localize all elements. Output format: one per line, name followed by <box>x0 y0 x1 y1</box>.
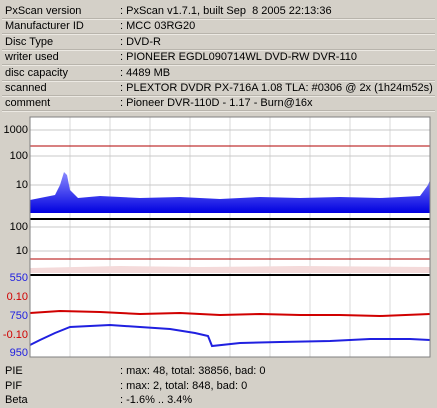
axis-label: 550 <box>10 272 28 284</box>
info-label: comment <box>5 97 51 110</box>
axis-label: 1000 <box>4 124 28 136</box>
axis-label: -0.10 <box>3 329 28 341</box>
row-separator <box>2 79 435 82</box>
row-separator <box>2 64 435 67</box>
info-value: : PxScan v1.7.1, built Sep 8 2005 22:13:… <box>120 5 332 17</box>
stat-label: PIF <box>5 379 23 392</box>
beta-trace <box>29 323 431 348</box>
info-label: scanned <box>5 82 47 94</box>
info-value: : PLEXTOR DVDR PX-716A 1.08 TLA: #0306 @… <box>120 82 433 94</box>
axis-label: 750 <box>10 310 28 322</box>
pif-trace <box>30 266 430 273</box>
row-separator <box>2 18 435 20</box>
info-value: : DVD-R <box>120 35 161 48</box>
axis-label: 100 <box>10 150 28 162</box>
row-separator <box>2 33 435 36</box>
vertical-grid <box>69 117 391 357</box>
info-label: Disc Type <box>5 35 54 48</box>
info-label: Manufacturer ID <box>5 20 84 33</box>
info-value: : Pioneer DVR-110D - 1.17 - Burn@16x <box>120 97 313 110</box>
axis-label: 10 <box>16 245 28 257</box>
row-separator <box>2 110 435 113</box>
info-label: writer used <box>5 51 59 64</box>
stat-label: PIE <box>5 365 23 377</box>
stat-value: : max: 48, total: 38856, bad: 0 <box>120 365 266 377</box>
axis-label: 100 <box>10 221 28 233</box>
pie-trace <box>30 172 430 213</box>
graph-panel: 1000 100 10 100 10 550 0.10 750 -0.10 950 <box>3 116 431 359</box>
info-value: : 4489 MB <box>120 66 171 79</box>
axis-label: 10 <box>16 179 28 191</box>
stat-value: : -1.6% .. 3.4% <box>120 394 193 406</box>
plot-border <box>29 116 431 358</box>
row-separator <box>2 95 435 97</box>
axis-label: 950 <box>10 347 28 359</box>
axis-label: 0.10 <box>7 291 28 303</box>
info-value: : MCC 03RG20 <box>120 20 196 33</box>
info-value: : PIONEER EGDL090714WL DVD-RW DVR-110 <box>120 51 357 64</box>
stat-value: : max: 2, total: 848, bad: 0 <box>120 379 248 392</box>
stat-label: Beta <box>5 394 28 406</box>
row-separator <box>2 48 435 51</box>
info-label: PxScan version <box>5 5 82 17</box>
horizontal-grid <box>30 129 430 252</box>
jitter-trace <box>29 309 431 318</box>
info-label: disc capacity <box>5 66 68 79</box>
